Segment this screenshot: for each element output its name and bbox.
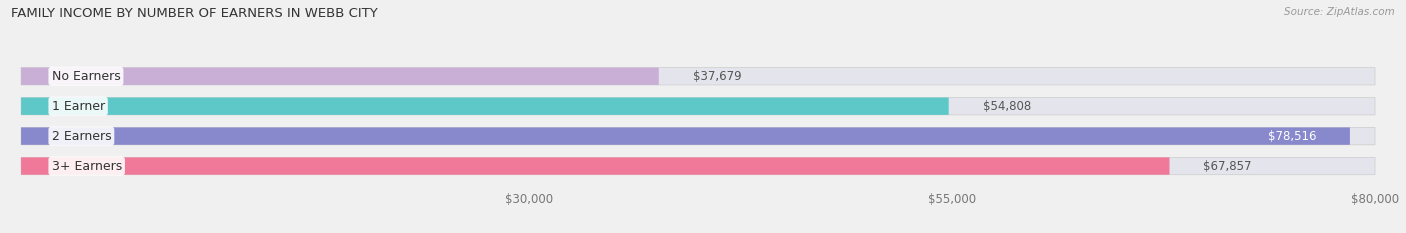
FancyBboxPatch shape	[21, 127, 1375, 145]
Text: Source: ZipAtlas.com: Source: ZipAtlas.com	[1284, 7, 1395, 17]
Text: $78,516: $78,516	[1268, 130, 1316, 143]
FancyBboxPatch shape	[21, 68, 659, 85]
Text: No Earners: No Earners	[52, 70, 121, 83]
FancyBboxPatch shape	[21, 157, 1375, 175]
FancyBboxPatch shape	[21, 127, 1350, 145]
Text: 1 Earner: 1 Earner	[52, 100, 104, 113]
Text: 2 Earners: 2 Earners	[52, 130, 111, 143]
Text: FAMILY INCOME BY NUMBER OF EARNERS IN WEBB CITY: FAMILY INCOME BY NUMBER OF EARNERS IN WE…	[11, 7, 378, 20]
Text: $67,857: $67,857	[1204, 160, 1251, 173]
FancyBboxPatch shape	[21, 98, 949, 115]
Text: $54,808: $54,808	[983, 100, 1031, 113]
Text: $37,679: $37,679	[693, 70, 741, 83]
FancyBboxPatch shape	[21, 98, 1375, 115]
Text: 3+ Earners: 3+ Earners	[52, 160, 122, 173]
FancyBboxPatch shape	[21, 68, 1375, 85]
FancyBboxPatch shape	[21, 157, 1170, 175]
